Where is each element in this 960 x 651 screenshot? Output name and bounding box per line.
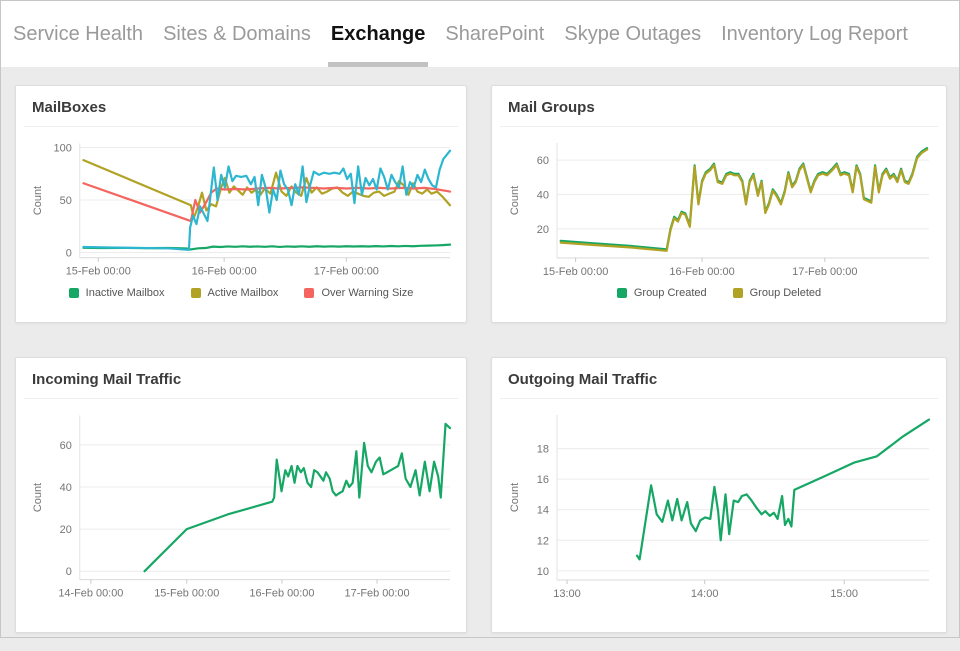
x-tick-label: 13:00 xyxy=(553,588,581,600)
legend-item[interactable]: Group Deleted xyxy=(732,287,822,299)
x-tick-label: 15-Feb 00:00 xyxy=(154,588,219,600)
y-tick-label: 50 xyxy=(60,195,72,207)
legend-label: Active Mailbox xyxy=(207,287,279,299)
x-tick-label: 14:00 xyxy=(691,588,719,600)
y-tick-label: 40 xyxy=(60,482,72,494)
mailboxes-legend: Inactive Mailbox Active Mailbox Over Warni… xyxy=(28,287,454,299)
outgoing-mail-chart-canvas[interactable]: 10 12 14 16 18 13:00 14:00 15:00 Count xyxy=(504,407,934,606)
divider xyxy=(24,398,458,399)
y-tick-label: 12 xyxy=(537,535,549,547)
card-mail-groups: Mail Groups 20 40 60 15-Feb 00:00 16-Feb 00:… xyxy=(491,85,947,323)
tab-bar: Service Health Sites & Domains Exchange … xyxy=(1,1,959,67)
x-tick-label: 15-Feb 00:00 xyxy=(543,266,608,278)
y-tick-label: 16 xyxy=(537,474,549,486)
series-line xyxy=(82,159,452,219)
card-outgoing-mail-traffic: Outgoing Mail Traffic 10 12 14 16 18 13:00 14:… xyxy=(491,357,947,633)
y-tick-label: 20 xyxy=(60,524,72,536)
dashboard-grid: MailBoxes 0 50 100 15-Feb 00:00 16-Feb 00:00… xyxy=(1,67,959,651)
y-tick-label: 0 xyxy=(66,248,72,260)
divider xyxy=(500,126,938,127)
legend-swatch-icon xyxy=(732,288,743,298)
chart-title: MailBoxes xyxy=(32,99,107,116)
legend-swatch-icon xyxy=(68,288,79,298)
card-mailboxes: MailBoxes 0 50 100 15-Feb 00:00 16-Feb 00:00… xyxy=(15,85,467,323)
series-line xyxy=(82,149,452,252)
divider xyxy=(24,126,458,127)
x-tick-label: 14-Feb 00:00 xyxy=(58,588,123,600)
series-line xyxy=(635,418,931,561)
x-tick-label: 16-Feb 00:00 xyxy=(669,266,734,278)
divider xyxy=(500,398,938,399)
legend-item[interactable]: Active Mailbox xyxy=(190,287,279,299)
tab-exchange[interactable]: Exchange xyxy=(321,1,435,67)
y-tick-label: 20 xyxy=(537,224,549,236)
incoming-mail-chart-canvas[interactable]: 0 20 40 60 14-Feb 00:00 15-Feb 00:00 16-Feb 00… xyxy=(28,407,454,606)
legend-label: Group Created xyxy=(633,287,707,299)
legend-item[interactable]: Over Warning Size xyxy=(304,287,413,299)
mailboxes-chart-canvas[interactable]: 0 50 100 15-Feb 00:00 16-Feb 00:00 17-Feb 00:… xyxy=(28,135,454,284)
y-axis-title: Count xyxy=(509,186,521,215)
tab-inventory-log-report[interactable]: Inventory Log Report xyxy=(721,22,908,45)
x-tick-label: 16-Feb 00:00 xyxy=(192,266,257,278)
legend-label: Over Warning Size xyxy=(321,287,414,299)
y-tick-label: 60 xyxy=(537,155,549,167)
x-tick-label: 15-Feb 00:00 xyxy=(66,266,131,278)
mail-groups-chart-canvas[interactable]: 20 40 60 15-Feb 00:00 16-Feb 00:00 17-Feb 00:… xyxy=(504,135,934,284)
series-line xyxy=(82,243,452,251)
tab-skype-outages[interactable]: Skype Outages xyxy=(564,22,702,45)
chart-title: Mail Groups xyxy=(508,99,595,116)
legend-item[interactable]: Inactive Mailbox xyxy=(68,287,165,299)
tab-sharepoint[interactable]: SharePoint xyxy=(445,22,545,45)
series-line xyxy=(143,422,452,573)
chart-title: Outgoing Mail Traffic xyxy=(508,371,658,388)
legend-swatch-icon xyxy=(304,288,315,298)
legend-item[interactable]: Group Created xyxy=(616,287,707,299)
tab-sites-domains[interactable]: Sites & Domains xyxy=(163,22,311,45)
y-tick-label: 0 xyxy=(66,566,72,578)
y-axis-title: Count xyxy=(509,483,521,512)
y-axis-title: Count xyxy=(32,483,44,512)
y-tick-label: 60 xyxy=(60,440,72,452)
series-line xyxy=(559,148,929,252)
y-axis-title: Count xyxy=(32,186,44,215)
x-tick-label: 17-Feb 00:00 xyxy=(792,266,857,278)
legend-label: Group Deleted xyxy=(749,287,822,299)
y-tick-label: 18 xyxy=(537,444,549,456)
legend-label: Inactive Mailbox xyxy=(85,287,165,299)
x-tick-label: 15:00 xyxy=(830,588,858,600)
y-tick-label: 40 xyxy=(537,189,549,201)
y-tick-label: 10 xyxy=(537,566,549,578)
legend-swatch-icon xyxy=(616,288,627,298)
card-incoming-mail-traffic: Incoming Mail Traffic 0 20 40 60 14-Feb 00:0… xyxy=(15,357,467,633)
x-tick-label: 17-Feb 00:00 xyxy=(314,266,379,278)
legend-swatch-icon xyxy=(190,288,201,298)
mail-groups-legend: Group Created Group Deleted xyxy=(504,287,934,299)
y-tick-label: 14 xyxy=(537,505,549,517)
tab-service-health[interactable]: Service Health xyxy=(13,22,144,45)
chart-title: Incoming Mail Traffic xyxy=(32,371,182,388)
x-tick-label: 16-Feb 00:00 xyxy=(249,588,314,600)
y-tick-label: 100 xyxy=(54,142,72,154)
x-tick-label: 17-Feb 00:00 xyxy=(345,588,410,600)
